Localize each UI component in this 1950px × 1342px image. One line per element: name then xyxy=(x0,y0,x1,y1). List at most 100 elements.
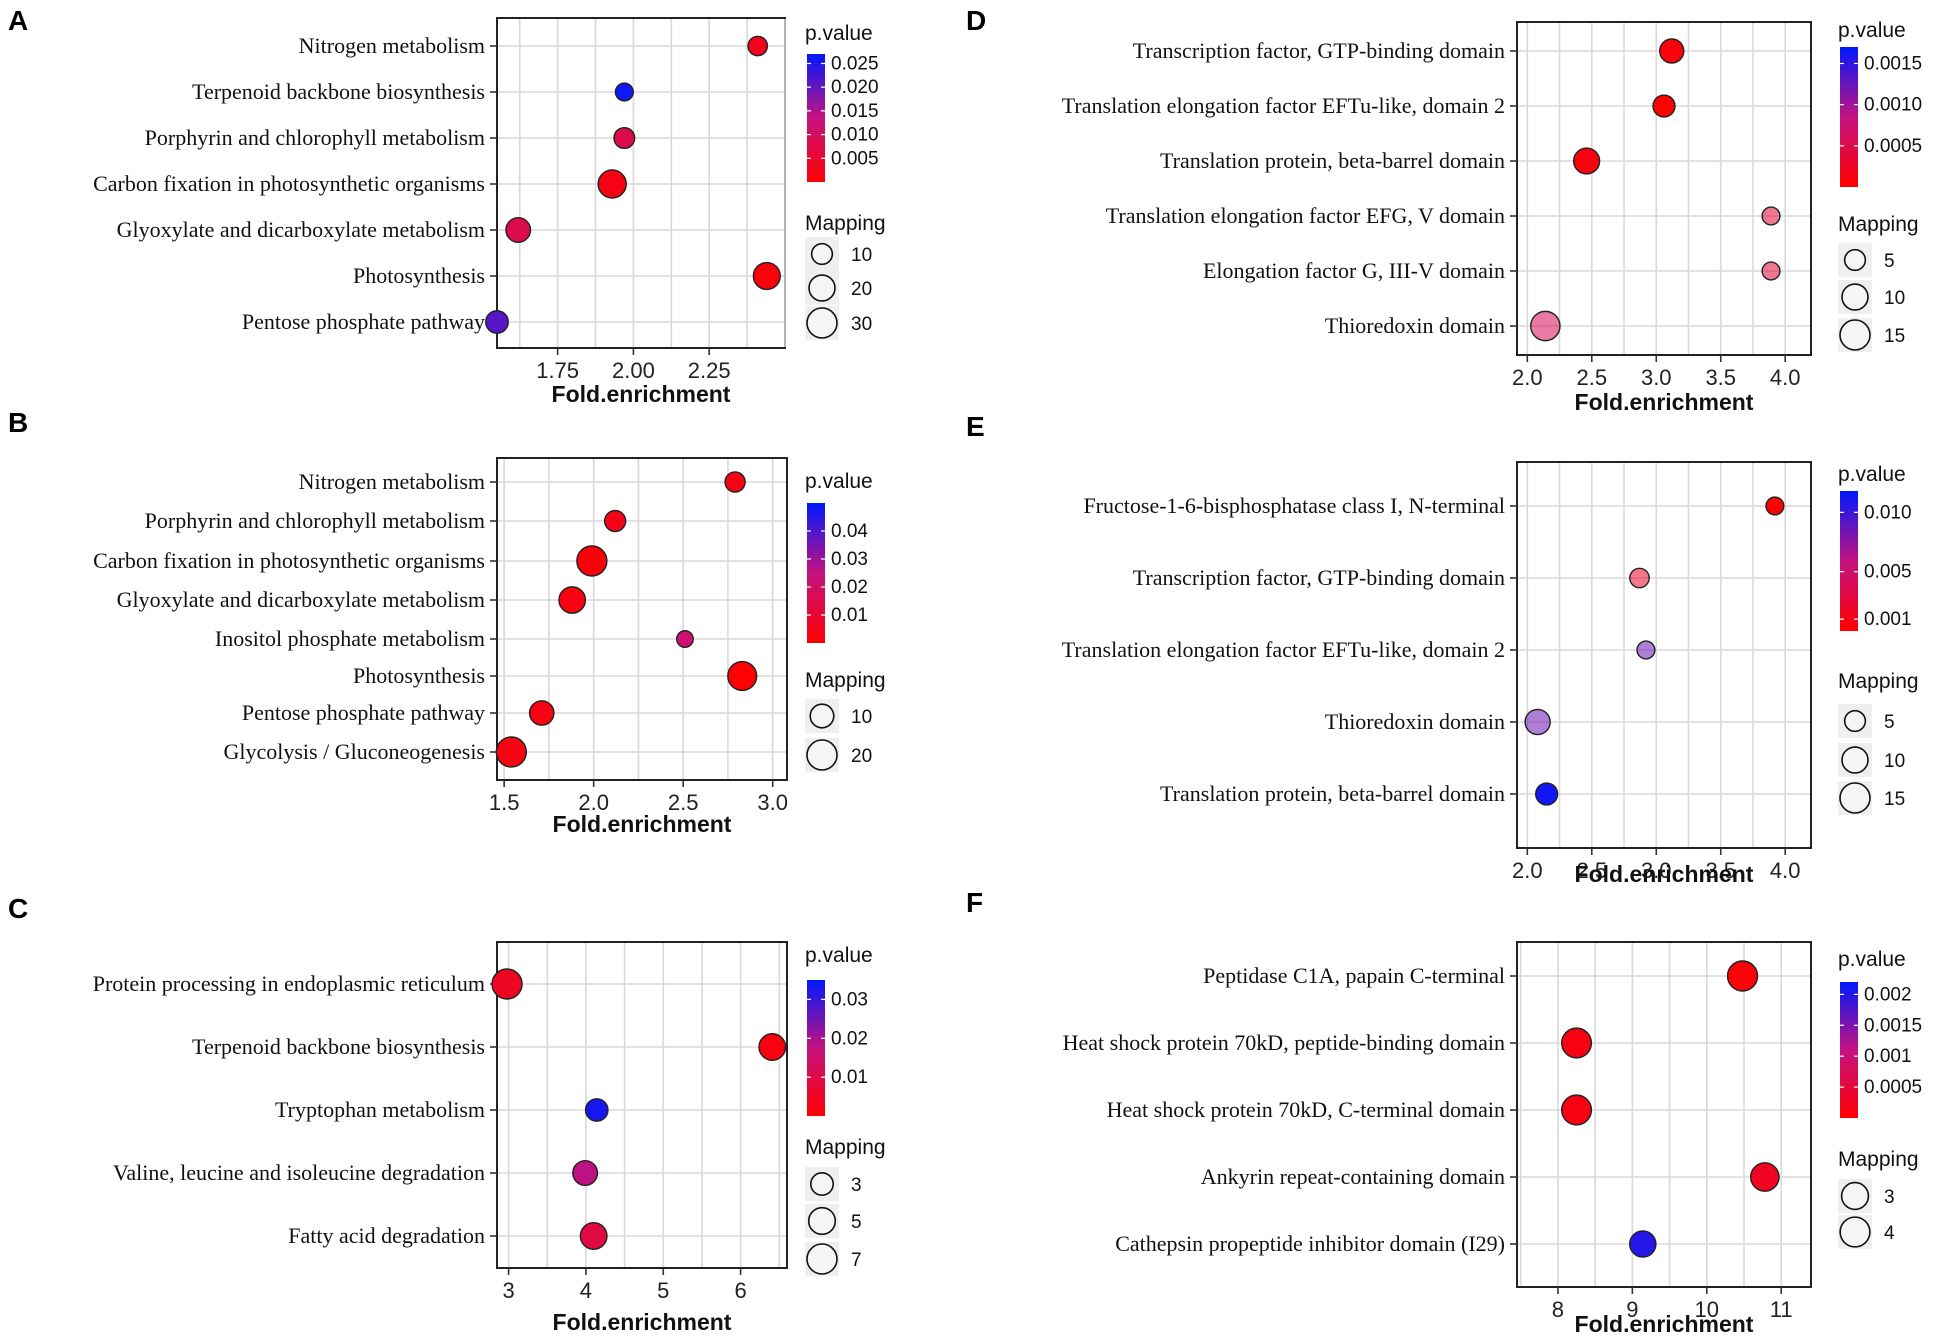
panel-e-plot-area xyxy=(1516,461,1812,849)
panel-d-mapping-key-label: 15 xyxy=(1884,326,1905,347)
panel-b-category-label: Inositol phosphate metabolism xyxy=(215,626,485,651)
panel-f-colorbar-label: 0.001 xyxy=(1864,1046,1912,1067)
panel-c-xtick-label: 3 xyxy=(502,1278,514,1303)
panel-e-mapping-key-circle xyxy=(1843,709,1867,733)
panel-d-category-label: Transcription factor, GTP-binding domain xyxy=(1133,38,1505,63)
panel-c-mapping-key-circle xyxy=(807,1206,837,1236)
panel-c-pvalue-colorbar xyxy=(807,980,825,1116)
panel-e-category-label: Thioredoxin domain xyxy=(1325,709,1505,734)
panel-c-xtick-label: 6 xyxy=(734,1278,746,1303)
panel-c-mapping-key-circle xyxy=(809,1171,835,1197)
panel-a-xtick-label: 1.75 xyxy=(536,358,579,383)
panel-d: D Transcription factor, GTP-binding domai… xyxy=(966,5,1922,415)
panel-b-mapping-key-circle xyxy=(806,739,838,771)
panel-e-point xyxy=(1765,496,1785,516)
panel-e-point xyxy=(1524,708,1551,736)
panel-f-xtick-label: 8 xyxy=(1552,1297,1564,1322)
panel-d-xtick-label: 2.5 xyxy=(1576,365,1607,390)
panel-e-letter: E xyxy=(966,411,985,442)
panel-b-pvalue-colorbar xyxy=(807,503,825,643)
panel-c-plot-area xyxy=(496,941,788,1269)
panel-c-x-axis-title: Fold.enrichment xyxy=(553,1309,732,1335)
panel-c: C Protein processing in endoplasmic retic… xyxy=(8,893,886,1335)
panel-a-colorbar-label: 0.005 xyxy=(831,148,879,169)
panel-d-mapping-key-label: 5 xyxy=(1884,251,1895,272)
panel-c-category-label: Terpenoid backbone biosynthesis xyxy=(192,1034,485,1059)
panel-e-mapping-key-label: 5 xyxy=(1884,712,1895,733)
panel-b-colorbar-label: 0.04 xyxy=(831,521,868,542)
panel-c-xtick-label: 4 xyxy=(580,1278,592,1303)
panel-b-category-label: Pentose phosphate pathway xyxy=(242,700,485,725)
panel-b-xtick-label: 1.5 xyxy=(489,790,520,815)
panel-e-point xyxy=(1636,640,1656,660)
panel-b-point xyxy=(727,660,758,692)
panel-f-mapping-key-label: 4 xyxy=(1884,1223,1895,1244)
panel-e-mapping-key-label: 15 xyxy=(1884,789,1905,810)
panel-a-colorbar-label: 0.010 xyxy=(831,125,879,146)
panel-f-colorbar-label: 0.002 xyxy=(1864,984,1912,1005)
panel-c-point xyxy=(572,1159,599,1187)
panel-f-pvalue-colorbar xyxy=(1840,982,1858,1118)
panel-d-x-axis-title: Fold.enrichment xyxy=(1575,389,1754,415)
panel-f-point xyxy=(1628,1230,1657,1258)
panel-b-letter: B xyxy=(8,407,28,438)
panel-b-category-label: Glycolysis / Gluconeogenesis xyxy=(223,739,485,764)
panel-f-pvalue-legend-title: p.value xyxy=(1838,948,1906,971)
panel-e-pvalue-legend-title: p.value xyxy=(1838,463,1906,486)
panel-e-mapping-key-circle xyxy=(1839,782,1871,814)
panel-d-point xyxy=(1530,310,1561,342)
panel-a-xtick-label: 2.00 xyxy=(612,358,655,383)
panel-a-mapping-key-circle xyxy=(806,307,838,339)
panel-b-point xyxy=(528,700,555,726)
panel-e-category-label: Translation protein, beta-barrel domain xyxy=(1160,781,1505,806)
panel-c-category-label: Protein processing in endoplasmic reticu… xyxy=(93,971,485,996)
panel-e-xtick-label: 3.0 xyxy=(1641,858,1672,883)
panel-c-colorbar-label: 0.01 xyxy=(831,1067,868,1088)
panel-c-pvalue-legend-title: p.value xyxy=(805,944,873,967)
panel-c-category-label: Valine, leucine and isoleucine degradati… xyxy=(113,1160,485,1185)
panel-a-point xyxy=(747,35,769,57)
panel-e-mapping-key-circle xyxy=(1841,746,1869,774)
panel-d-mapping-key-circle xyxy=(1839,319,1871,351)
panel-a-mapping-key-label: 20 xyxy=(851,279,872,300)
panel-e-point xyxy=(1535,782,1559,806)
panel-c-mapping-legend-title: Mapping xyxy=(805,1136,886,1159)
panel-d-point xyxy=(1572,147,1601,175)
panel-e-category-label: Translation elongation factor EFTu-like,… xyxy=(1062,637,1505,662)
panel-c-xtick-label: 5 xyxy=(657,1278,669,1303)
panel-f-category-label: Ankyrin repeat-containing domain xyxy=(1201,1164,1505,1189)
panel-d-category-label: Translation protein, beta-barrel domain xyxy=(1160,148,1505,173)
panel-f-point xyxy=(1749,1162,1780,1192)
panel-a-colorbar-label: 0.025 xyxy=(831,53,879,74)
panel-c-colorbar-label: 0.02 xyxy=(831,1028,868,1049)
panel-c-colorbar-label: 0.03 xyxy=(831,989,868,1010)
panel-d-pvalue-legend-title: p.value xyxy=(1838,19,1906,42)
panel-a-xtick-label: 2.25 xyxy=(688,358,731,383)
panel-c-mapping-key-label: 5 xyxy=(851,1212,862,1233)
panel-f-x-axis-title: Fold.enrichment xyxy=(1575,1311,1754,1337)
panel-c-category-label: Tryptophan metabolism xyxy=(275,1097,485,1122)
panel-f-point xyxy=(1560,1027,1593,1059)
panel-d-colorbar-label: 0.0015 xyxy=(1864,53,1922,74)
panel-a-category-label: Porphyrin and chlorophyll metabolism xyxy=(145,125,485,150)
panel-c-point xyxy=(579,1222,608,1250)
panel-b-xtick-label: 2.0 xyxy=(578,790,609,815)
panel-a-mapping-key-label: 30 xyxy=(851,314,872,335)
panel-a-point xyxy=(752,261,781,291)
panel-e-mapping-legend-title: Mapping xyxy=(1838,670,1919,693)
panel-e-x-axis-title: Fold.enrichment xyxy=(1575,861,1754,887)
panel-a: A Nitrogen metabolism Terpenoid backbone b… xyxy=(8,5,886,407)
panel-f-category-label: Heat shock protein 70kD, C-terminal doma… xyxy=(1107,1097,1505,1122)
panel-a-point xyxy=(505,217,532,243)
panel-f-xtick-label: 11 xyxy=(1770,1297,1793,1322)
panel-c-category-label: Fatty acid degradation xyxy=(288,1223,485,1248)
panel-b-point xyxy=(495,736,528,768)
panel-a-category-label: Terpenoid backbone biosynthesis xyxy=(192,79,485,104)
panel-b-category-label: Porphyrin and chlorophyll metabolism xyxy=(145,508,485,533)
panel-e-pvalue-colorbar xyxy=(1840,491,1858,631)
panel-d-mapping-key-label: 10 xyxy=(1884,288,1905,309)
panel-a-category-label: Carbon fixation in photosynthetic organi… xyxy=(93,171,485,196)
panel-b-xtick-label: 2.5 xyxy=(668,790,699,815)
panel-c-mapping-key-label: 3 xyxy=(851,1175,862,1196)
panel-b-mapping-key-circle xyxy=(809,703,835,729)
